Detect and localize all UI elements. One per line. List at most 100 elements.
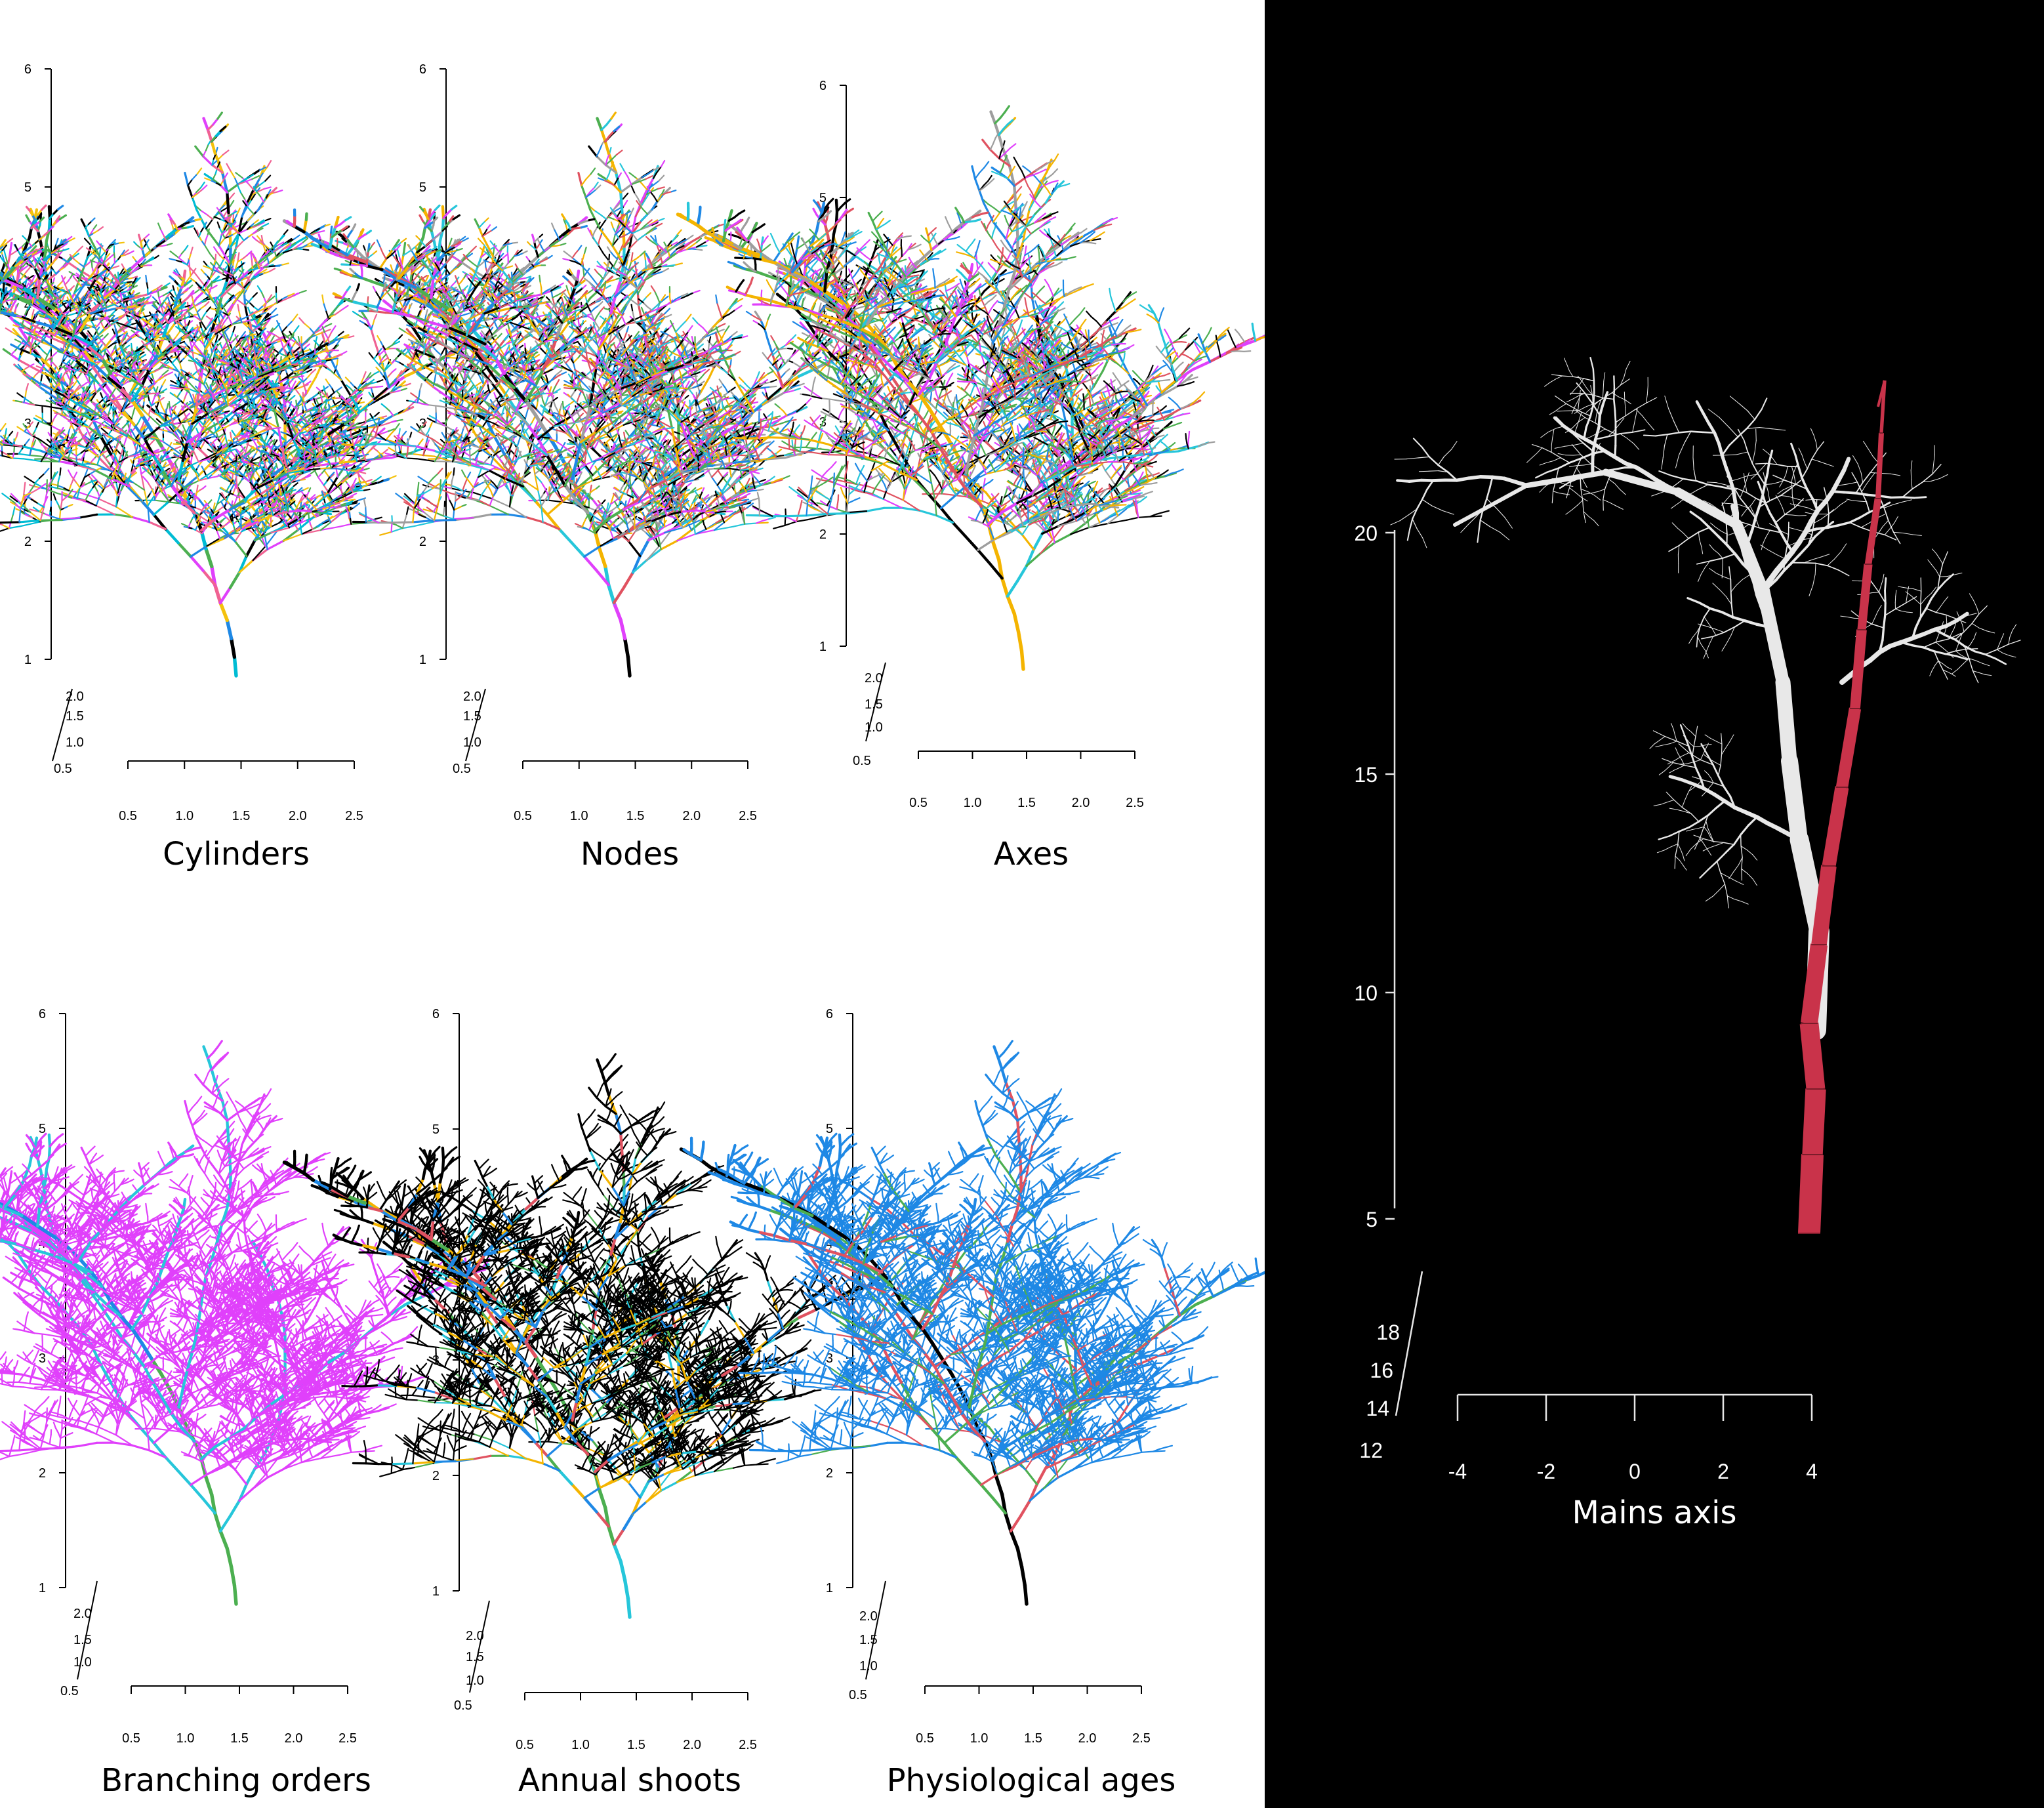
branch-segment [30,499,37,503]
branch-segment [237,480,242,487]
branch-segment [25,476,35,483]
branch-segment [377,477,381,480]
branch-segment [56,499,58,504]
branch-segment [195,525,197,530]
y-tick-label: 0.5 [54,762,72,776]
branch-segment [41,520,62,521]
branch-segment [348,499,355,500]
branch-segment [215,585,220,603]
branch-segment [325,471,329,476]
branch-segment [216,512,218,516]
x-tick-label: 1.0 [175,809,194,823]
branch-segment [306,378,316,394]
branch-segment [191,499,193,503]
branch-segment [390,476,396,478]
branch-segment [96,506,115,514]
branch-segment [74,492,77,497]
branch-segment [85,482,91,485]
branch-segment [309,488,310,491]
branch-segment [196,428,198,432]
branch-segment [234,657,236,676]
tree-segments [0,113,489,676]
branch-segment [180,478,181,483]
branch-segment [360,476,364,481]
branch-segment [176,447,180,449]
branch-segment [314,393,318,396]
branch-segment [296,390,299,394]
branch-segment [206,548,212,566]
branch-segment [372,480,377,482]
branch-segment [175,459,178,462]
branch-segment [318,473,322,477]
branch-segment [358,490,364,491]
branch-segment [68,470,72,476]
branch-segment [248,529,252,533]
branch-segment [233,520,234,526]
branch-segment [92,475,96,480]
branch-segment [375,518,382,519]
branch-segment [364,489,370,491]
branch-segment [116,482,117,489]
branch-segment [367,480,372,482]
branch-segment [247,541,255,556]
branch-segment [382,431,388,433]
branch-segment [288,510,303,512]
branch-segment [58,475,60,482]
branch-segment [295,492,300,494]
branch-segment [148,482,152,489]
branch-segment [350,518,351,524]
branch-segment [24,483,25,496]
branch-segment [58,504,60,510]
branch-segment [271,336,274,341]
tree-panels-svg: 1234562.01.51.00.50.5 1.0 1.5 2.0 2.5Cylinde… [0,0,1265,1808]
branch-segment [178,543,191,556]
y-tick-label: 1.5 [66,709,84,724]
branch-segment [166,529,178,543]
branch-segment [138,417,142,422]
branch-segment [89,488,92,494]
z-tick-label: 5 [24,180,31,195]
branch-segment [166,468,169,470]
branch-segment [13,507,14,514]
branch-segment [230,573,239,588]
branch-segment [235,541,246,556]
z-tick-label: 1 [24,653,31,667]
branch-segment [340,524,351,527]
branch-segment [214,503,215,508]
branch-segment [232,638,235,657]
branch-segment [155,501,165,502]
branch-segment [191,546,207,556]
branch-segment [283,530,298,541]
branch-segment [73,472,77,478]
branch-segment [97,491,99,497]
branch-segment [278,499,279,503]
branch-segment [308,373,312,378]
branch-segment [220,588,230,603]
x-tick-label: 0.5 [119,809,137,823]
branch-segment [45,468,49,474]
branch-segment [191,456,192,464]
branch-segment [324,481,327,485]
branch-segment [232,452,234,456]
branch-segment [308,514,309,519]
branch-segment [216,530,219,538]
branch-segment [203,522,208,524]
branch-segment [39,474,45,478]
branch-segment [133,517,150,522]
branch-segment [94,486,97,491]
branch-segment [303,378,307,382]
branch-segment [231,485,234,490]
branch-segment [79,499,86,501]
branch-segment [98,499,116,506]
branch-segment [9,526,21,528]
branch-segment [227,621,231,639]
branch-segment [182,447,183,450]
branch-segment [0,528,9,532]
branch-segment [2,493,9,498]
branch-segment [223,515,226,518]
branch-segment [318,477,324,485]
branch-segment [208,449,212,452]
x-tick-label: 2.0 [289,809,307,823]
branch-segment [69,484,71,491]
branch-segment [209,500,211,503]
